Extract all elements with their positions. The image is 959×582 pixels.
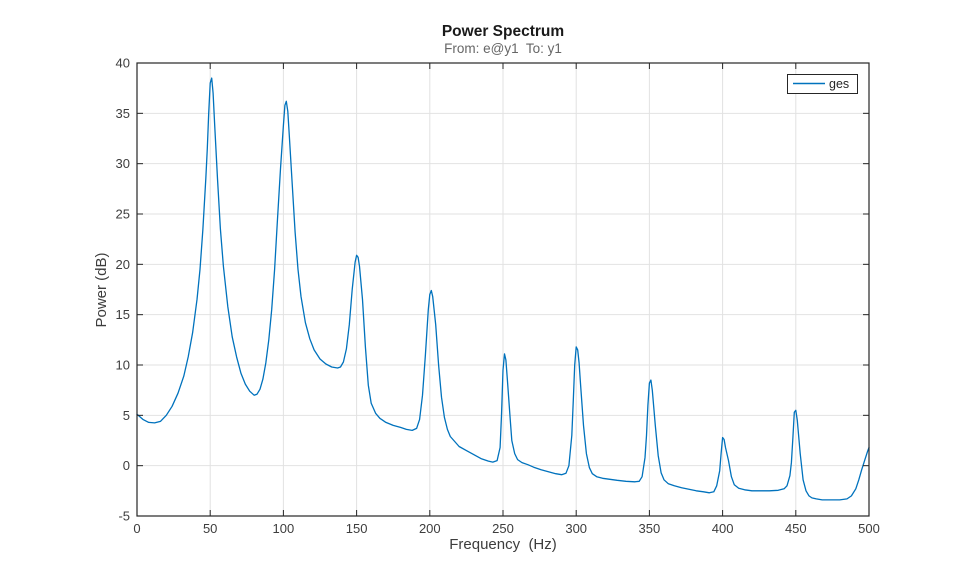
x-tick-label: 300 <box>565 521 587 536</box>
legend: ges <box>787 74 858 94</box>
y-tick-label: 15 <box>116 307 130 322</box>
series-layer <box>136 77 870 501</box>
y-tick-label: 5 <box>123 408 130 423</box>
chart-subtitle: From: e@y1 To: y1 <box>444 41 562 56</box>
spectrum-line <box>136 77 870 501</box>
y-tick-labels: -5 0 5 10 15 20 25 30 35 40 <box>116 56 130 524</box>
x-tick-label: 450 <box>785 521 807 536</box>
y-tick-label: 10 <box>116 358 130 373</box>
y-axis-label: Power (dB) <box>93 252 110 327</box>
y-tick-label: -5 <box>118 509 130 524</box>
x-tick-label: 50 <box>203 521 217 536</box>
x-tick-labels: 0 50 100 150 200 250 300 350 400 450 500 <box>133 521 879 536</box>
y-tick-label: 40 <box>116 56 130 71</box>
chart-title: Power Spectrum <box>442 23 564 40</box>
x-tick-label: 150 <box>346 521 368 536</box>
y-tick-label: 35 <box>116 106 130 121</box>
x-tick-label: 250 <box>492 521 514 536</box>
x-tick-label: 500 <box>858 521 880 536</box>
x-tick-label: 400 <box>712 521 734 536</box>
x-axis-label: Frequency (Hz) <box>449 536 557 553</box>
x-tick-label: 200 <box>419 521 441 536</box>
y-tick-label: 0 <box>123 458 130 473</box>
legend-label: ges <box>829 77 849 91</box>
x-tick-label: 350 <box>639 521 661 536</box>
x-tick-label: 0 <box>133 521 140 536</box>
axis-ticks <box>136 62 870 517</box>
y-tick-label: 25 <box>116 207 130 222</box>
grid <box>136 62 870 517</box>
y-tick-label: 20 <box>116 257 130 272</box>
x-tick-label: 100 <box>273 521 295 536</box>
y-tick-label: 30 <box>116 156 130 171</box>
